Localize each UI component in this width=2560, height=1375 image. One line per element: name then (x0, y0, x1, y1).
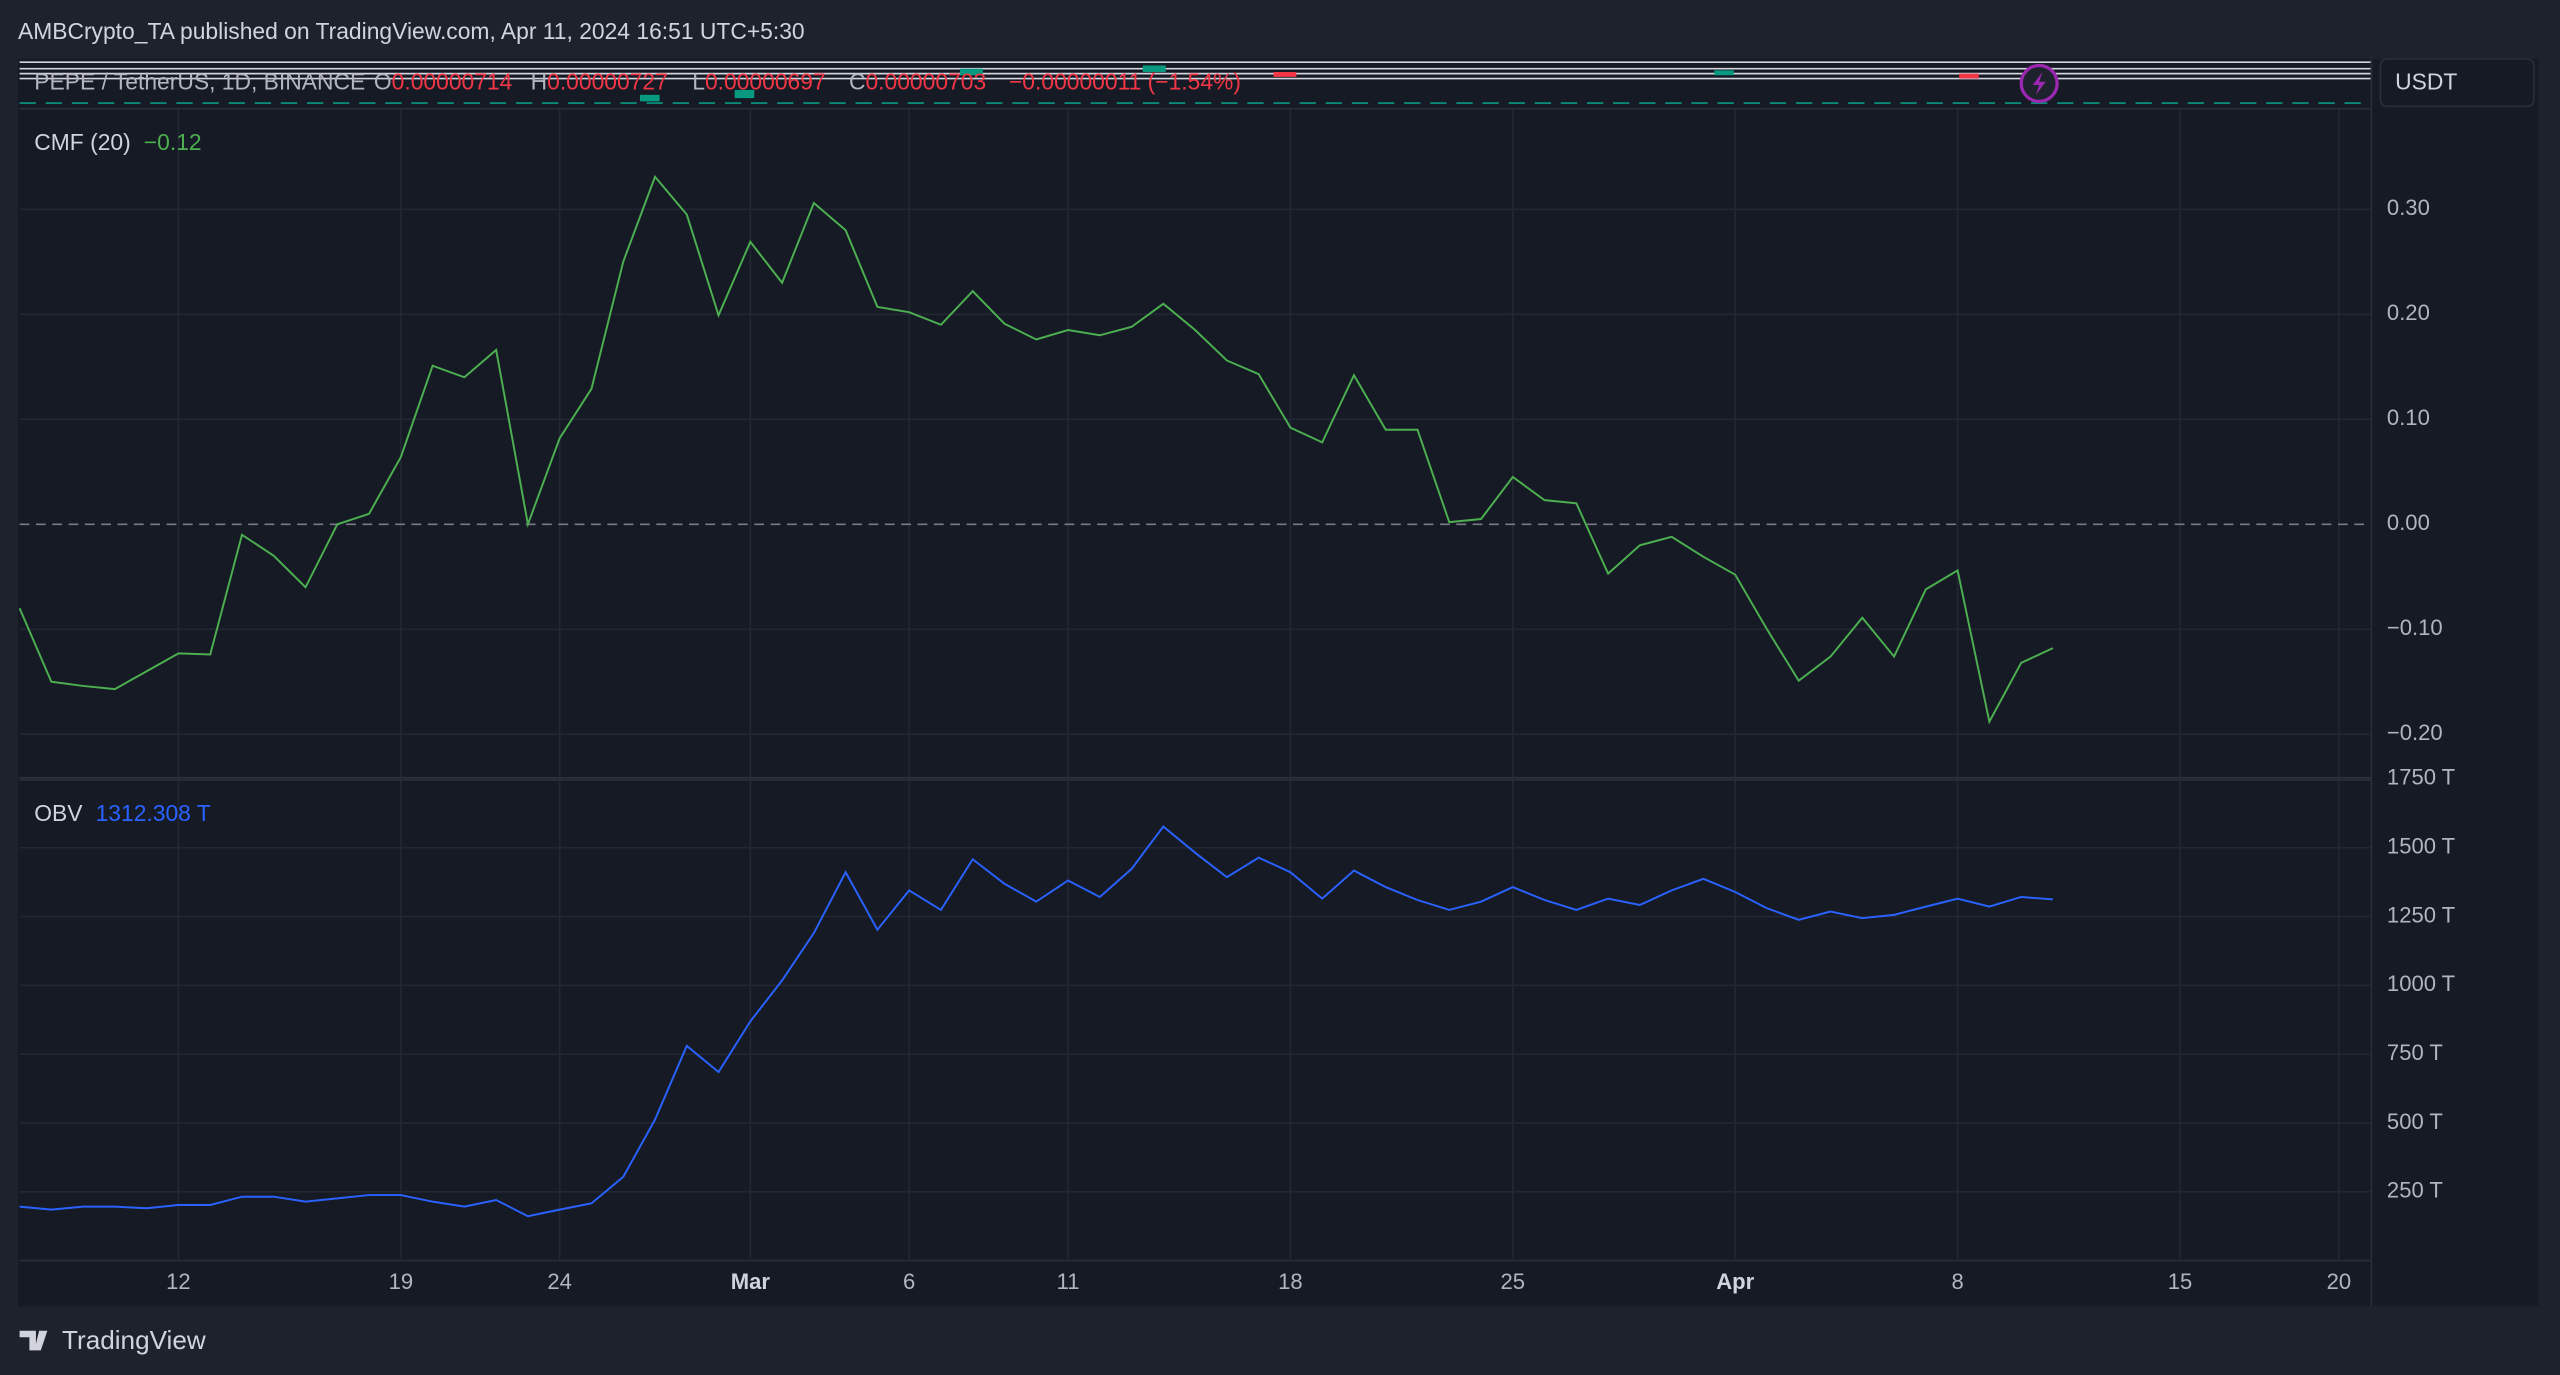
x-tick-label: 25 (1501, 1269, 1526, 1294)
ohlc-value: 0.00000727 (547, 68, 668, 94)
x-tick-label: 24 (547, 1269, 572, 1294)
indicator-value: −0.12 (144, 129, 202, 155)
x-tick-label: Apr (1716, 1269, 1754, 1294)
indicator-legend: CMF (20) −0.12 (34, 129, 201, 155)
ohlc-value: 0.00000697 (705, 68, 826, 94)
y-tick-label: 250 T (2387, 1178, 2443, 1203)
y-tick-label: 0.30 (2387, 195, 2430, 220)
y-tick-label: 0.10 (2387, 405, 2430, 430)
x-tick-label: 11 (1057, 1269, 1080, 1294)
brand: TradingView (62, 1325, 206, 1355)
ohlc-label: C (849, 68, 866, 94)
indicator-title: OBV (34, 800, 83, 826)
candle (640, 94, 660, 102)
candle (1142, 65, 1166, 72)
x-tick-label: 15 (2168, 1269, 2193, 1294)
indicator-legend: OBV 1312.308 T (34, 800, 211, 826)
currency: USDT (2395, 68, 2457, 94)
chart-area (17, 58, 2539, 1307)
y-tick-label: 1000 T (2387, 971, 2455, 996)
change: −0.00000011 (−1.54%) (1009, 68, 1241, 94)
x-tick-label: 18 (1278, 1269, 1303, 1294)
x-tick-label: 6 (903, 1269, 915, 1294)
indicator-line (18, 174, 2054, 725)
x-tick-label: 19 (389, 1269, 414, 1294)
footer-logo: TradingView (19, 1325, 206, 1355)
x-tick-label: 12 (166, 1269, 191, 1294)
currency-button[interactable] (2379, 58, 2535, 108)
candle (960, 68, 983, 76)
ohlc-label: H (531, 68, 548, 94)
candle (734, 89, 755, 99)
candle (1714, 70, 1734, 76)
y-tick-label: 0.20 (2387, 300, 2430, 325)
y-tick-label: 1500 T (2387, 834, 2455, 859)
x-tick-label: Mar (731, 1269, 771, 1294)
indicator-title: CMF (20) (34, 129, 130, 155)
price-pane (19, 61, 2371, 104)
y-tick-label: −0.20 (2387, 720, 2443, 745)
logo-mark (19, 1330, 48, 1351)
symbol: PEPE / TetherUS, 1D, BINANCE (34, 68, 365, 94)
y-tick-label: 750 T (2387, 1040, 2443, 1065)
indicator-line (19, 825, 2053, 1218)
ohlc-label: L (692, 68, 705, 94)
y-tick-label: −0.10 (2387, 615, 2443, 640)
y-tick-label: 0.00 (2387, 510, 2430, 535)
ohlc-value: 0.00000703 (865, 68, 986, 94)
published-note: AMBCrypto_TA published on TradingView.co… (18, 18, 805, 44)
y-tick-label: 1250 T (2387, 902, 2455, 927)
candle (1959, 73, 1979, 79)
y-tick-label: 1750 T (2387, 765, 2455, 790)
ohlc-value: 0.00000714 (392, 68, 513, 94)
candle (1273, 71, 1297, 77)
ohlc-label: O (374, 68, 392, 94)
x-tick-label: 20 (2327, 1269, 2352, 1294)
symbol-legend: PEPE / TetherUS, 1D, BINANCE O0.00000714… (34, 68, 1241, 94)
x-tick-label: 8 (1951, 1269, 1963, 1294)
indicator-value: 1312.308 T (96, 800, 211, 826)
lightning-icon (2032, 71, 2046, 95)
y-tick-label: 500 T (2387, 1109, 2443, 1134)
